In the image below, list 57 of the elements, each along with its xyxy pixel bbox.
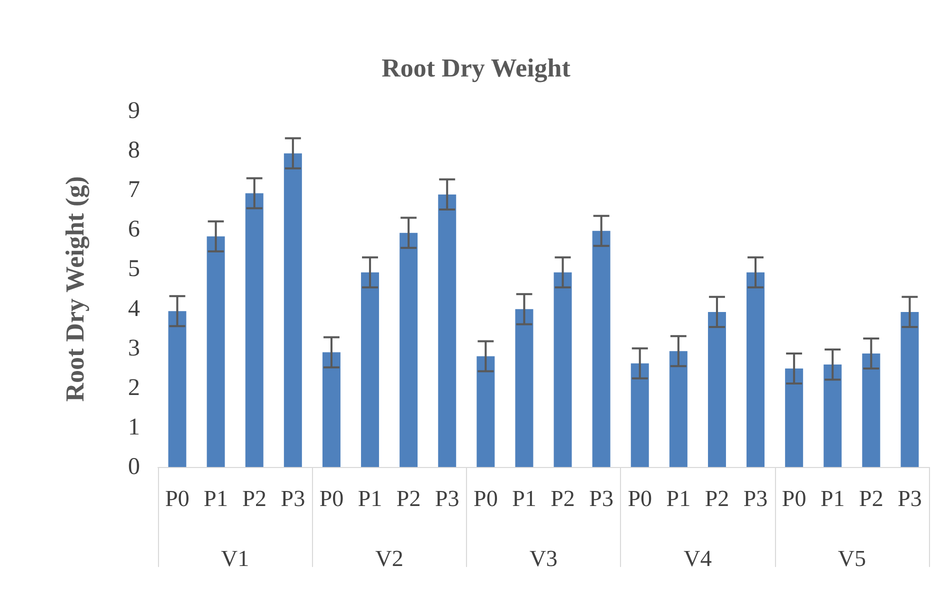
- bar: [515, 309, 534, 467]
- bar: [746, 272, 765, 467]
- text: V3: [529, 546, 558, 571]
- x-tick-label: P3: [743, 486, 768, 511]
- x-tick-label: P0: [319, 486, 344, 511]
- x-tick-label: P0: [628, 486, 652, 511]
- bar: [284, 153, 302, 467]
- y-tick-label: 6: [128, 216, 140, 243]
- x-tick-label: P2: [396, 486, 421, 511]
- bar: [669, 351, 688, 467]
- bar: [554, 272, 572, 467]
- text: V4: [684, 546, 712, 571]
- y-tick-label: 8: [128, 138, 140, 164]
- bar: [438, 194, 456, 467]
- bar: [245, 193, 264, 467]
- y-tick-label: 1: [128, 414, 140, 440]
- x-tick-label: P3: [280, 486, 306, 511]
- x-tick-label: P2: [242, 486, 267, 511]
- text: V1: [221, 546, 250, 571]
- bar: [900, 312, 919, 467]
- x-tick-label: P2: [704, 486, 730, 511]
- y-tick-label: 2: [128, 374, 140, 401]
- bar: [785, 368, 804, 467]
- bar: [361, 272, 380, 467]
- bar: [322, 352, 340, 467]
- y-tick-label: 5: [128, 256, 140, 282]
- bar: [630, 363, 649, 467]
- text: V5: [838, 546, 866, 571]
- x-tick-label: P1: [204, 486, 228, 511]
- x-tick-label: P0: [474, 486, 498, 511]
- bar: [400, 232, 418, 467]
- y-tick-label: 3: [128, 335, 140, 362]
- x-tick-label: P3: [898, 486, 922, 511]
- y-tick-label: 0: [128, 454, 140, 480]
- x-tick-label: P0: [165, 486, 190, 511]
- chart-title: Root Dry Weight: [382, 54, 571, 82]
- y-tick-label: 4: [128, 296, 140, 322]
- x-tick-label: P1: [358, 486, 382, 511]
- y-tick-label: 9: [128, 98, 140, 124]
- x-tick-label: P2: [550, 486, 575, 511]
- bar: [168, 311, 186, 467]
- bar: [206, 236, 225, 467]
- y-tick-label: 7: [128, 177, 140, 204]
- bar: [824, 364, 842, 467]
- x-tick-label: P1: [820, 486, 845, 511]
- x-tick-label: P2: [859, 486, 884, 511]
- bar: [476, 356, 495, 467]
- text: V2: [375, 546, 404, 571]
- x-tick-label: P3: [589, 486, 614, 511]
- x-tick-label: P1: [512, 486, 536, 511]
- bar: [708, 312, 726, 467]
- x-tick-label: P0: [782, 486, 806, 511]
- x-tick-label: P3: [434, 486, 460, 511]
- y-axis-title: Root Dry Weight (g): [60, 176, 90, 402]
- x-tick-label: P1: [666, 486, 691, 511]
- bar: [592, 230, 610, 467]
- bar: [862, 353, 880, 467]
